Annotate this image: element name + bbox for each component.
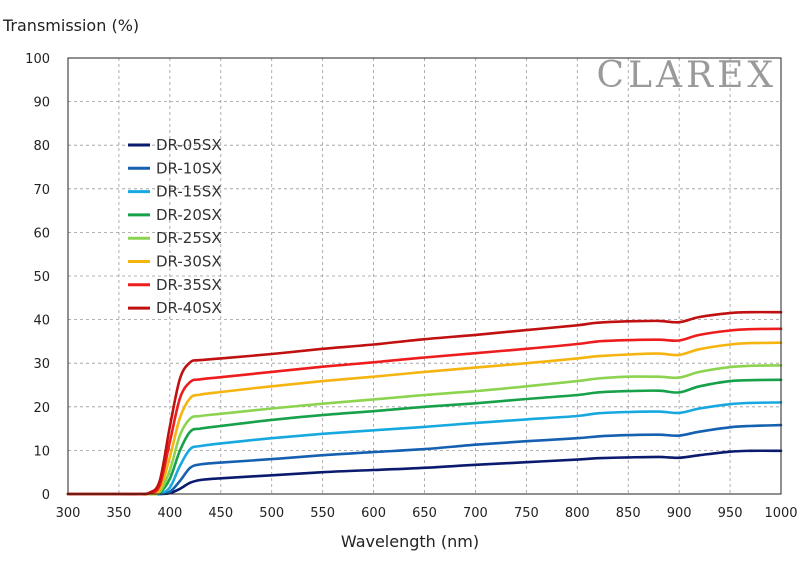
series-lines bbox=[66, 310, 783, 496]
y-tick-label: 50 bbox=[33, 270, 50, 285]
x-tick-label: 500 bbox=[259, 506, 284, 521]
x-tick-label: 550 bbox=[310, 506, 335, 521]
legend-label: DR-10SX bbox=[156, 159, 222, 177]
y-tick-label: 0 bbox=[42, 488, 50, 503]
y-tick-label: 20 bbox=[33, 401, 50, 416]
y-tick-label: 60 bbox=[33, 226, 50, 241]
x-tick-label: 350 bbox=[107, 506, 132, 521]
legend-label: DR-40SX bbox=[156, 299, 222, 317]
x-axis-title: Wavelength (nm) bbox=[341, 532, 479, 551]
y-tick-label: 100 bbox=[25, 52, 50, 67]
x-tick-label: 700 bbox=[463, 506, 488, 521]
x-tick-labels: 300 350 400 450 500 550 600 650 700 750 800 850 900 9… bbox=[56, 506, 798, 521]
series-line-dr-30sx bbox=[66, 341, 783, 496]
x-tick-label: 800 bbox=[565, 506, 590, 521]
x-tick-label: 600 bbox=[361, 506, 386, 521]
x-tick-label: 300 bbox=[56, 506, 81, 521]
y-tick-label: 70 bbox=[33, 183, 50, 198]
grid bbox=[68, 58, 781, 494]
series-line-dr-40sx bbox=[66, 310, 783, 496]
y-tick-label: 10 bbox=[33, 444, 50, 459]
legend-label: DR-35SX bbox=[156, 276, 222, 294]
legend-label: DR-25SX bbox=[156, 229, 222, 247]
x-tick-label: 400 bbox=[157, 506, 182, 521]
legend-label: DR-20SX bbox=[156, 206, 222, 224]
legend: DR-05SX DR-10SX DR-15SX DR-20SX DR-25SX DR-30… bbox=[128, 136, 222, 317]
x-tick-label: 850 bbox=[616, 506, 641, 521]
series-line-dr-35sx bbox=[66, 327, 783, 496]
plot-frame bbox=[67, 57, 782, 495]
legend-label: DR-05SX bbox=[156, 136, 222, 154]
legend-label: DR-30SX bbox=[156, 253, 222, 271]
y-tick-labels: 0 10 20 30 40 50 60 70 80 90 100 bbox=[25, 52, 50, 503]
x-tick-label: 650 bbox=[412, 506, 437, 521]
brand-logo: CLAREX bbox=[597, 55, 777, 96]
y-axis-title: Transmission (%) bbox=[2, 16, 139, 35]
y-tick-label: 80 bbox=[33, 139, 50, 154]
legend-label: DR-15SX bbox=[156, 183, 222, 201]
y-tick-label: 90 bbox=[33, 96, 50, 111]
x-tick-label: 1000 bbox=[764, 506, 797, 521]
x-tick-label: 900 bbox=[667, 506, 692, 521]
y-tick-label: 40 bbox=[33, 314, 50, 329]
y-tick-label: 30 bbox=[33, 357, 50, 372]
x-tick-label: 450 bbox=[208, 506, 233, 521]
x-tick-label: 950 bbox=[718, 506, 743, 521]
x-tick-label: 750 bbox=[514, 506, 539, 521]
